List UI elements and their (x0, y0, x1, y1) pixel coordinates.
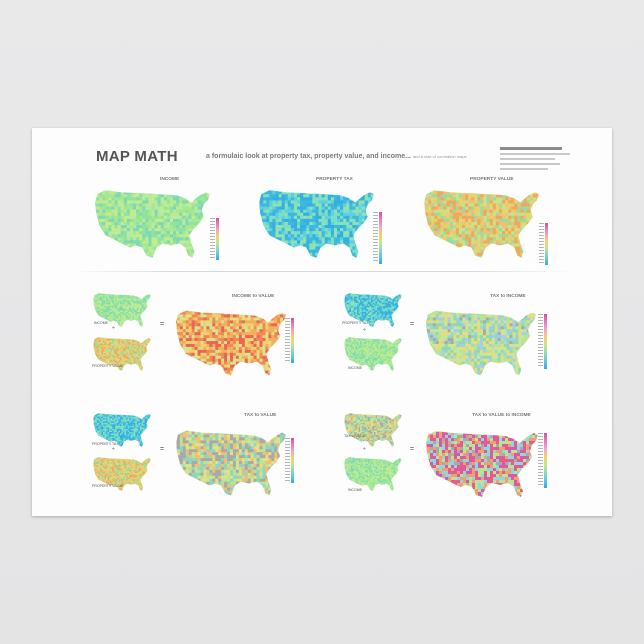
f3-result-map (175, 430, 287, 496)
f2-small-label-1: PROPERTY TAX (342, 321, 369, 325)
f3-equals-sign: = (160, 446, 165, 453)
subtitle-text: a formulaic look at property tax, proper… (206, 153, 411, 160)
legend-ticks (538, 314, 543, 368)
poster: MAP MATH a formulaic look at property ta… (32, 128, 612, 516)
f2-legend (544, 314, 547, 369)
f3-divide-sign: ÷ (112, 446, 115, 452)
f4-legend (544, 433, 547, 488)
f2-result-label: TAX to INCOME (490, 294, 526, 299)
f3-result-label: TAX to VALUE (244, 413, 277, 418)
legend-ticks (539, 223, 544, 265)
f1-equals-sign: = (160, 321, 165, 328)
f2-result-map (425, 310, 537, 376)
f4-small-map-income (344, 456, 402, 492)
f4-result-map (425, 430, 539, 498)
top-map-label-property-value: PROPERTY VALUE (470, 177, 514, 182)
f2-small-map-tax (344, 292, 402, 328)
top-map-label-income: INCOME (160, 177, 180, 182)
legend-ticks (285, 318, 290, 363)
f1-result-label: INCOME to VALUE (232, 294, 275, 299)
f2-divide-sign: ÷ (363, 327, 366, 333)
f1-small-label-2: PROPERTY VALUE (92, 364, 124, 368)
property-tax-map (258, 189, 375, 259)
f1-small-map-value (93, 336, 151, 372)
f1-result-map (175, 310, 287, 376)
f4-result-label: TAX to VALUE to INCOME (472, 413, 531, 418)
f4-divide-sign: ÷ (363, 446, 366, 452)
f2-equals-sign: = (410, 321, 415, 328)
property-value-map (423, 189, 540, 259)
f1-divide-sign: ÷ (112, 325, 115, 331)
top-map-label-property-tax: PROPERTY TAX (316, 177, 353, 182)
f4-small-map-tax-value (344, 412, 402, 448)
f4-small-label-1: TAX to VALUE (344, 434, 367, 438)
f1-small-map-income (93, 292, 151, 328)
property-tax-legend (379, 212, 382, 264)
f1-legend (291, 318, 294, 363)
legend-ticks (373, 212, 378, 263)
legend-ticks (538, 433, 543, 487)
legend-ticks (210, 218, 215, 260)
poster-subtitle: a formulaic look at property tax, proper… (206, 153, 467, 160)
credits-block (500, 144, 570, 173)
f3-small-map-value (93, 456, 151, 492)
f4-equals-sign: = (410, 446, 415, 453)
top-divider (72, 271, 572, 272)
property-value-legend (545, 223, 548, 265)
f2-small-label-2: INCOME (348, 366, 362, 370)
f3-small-label-1: PROPERTY TAX (92, 442, 119, 446)
legend-ticks (285, 438, 290, 483)
income-map (94, 189, 211, 259)
f3-small-map-tax (93, 412, 151, 448)
f1-small-label-1: INCOME (94, 321, 108, 325)
subtitle-small-text: and a side of correlation maps (412, 154, 467, 159)
f4-small-label-2: INCOME (348, 488, 362, 492)
poster-title: MAP MATH (96, 148, 178, 165)
f3-legend (291, 438, 294, 483)
f3-small-label-2: PROPERTY VALUE (92, 484, 124, 488)
income-legend (216, 218, 219, 260)
f2-small-map-income (344, 336, 402, 372)
